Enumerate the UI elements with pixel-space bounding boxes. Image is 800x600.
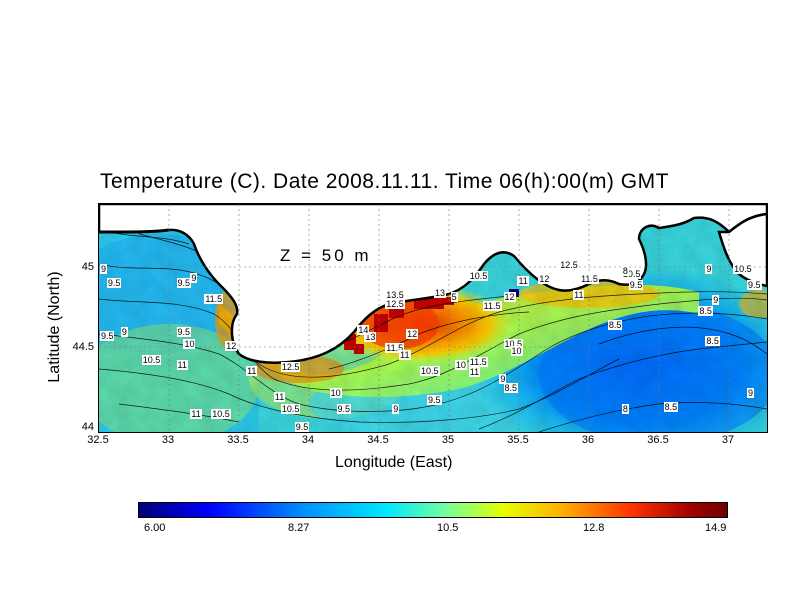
contour-label: 13 [364,332,377,343]
contour-label: 11 [246,365,258,376]
x-tick-label: 36.5 [647,434,669,446]
contour-label: 11.5 [385,342,405,353]
x-axis-label: Longitude (East) [335,454,453,471]
contour-label: 9.5 [628,279,644,290]
contour-label: 11.5 [482,300,502,311]
x-tick-label: 35.5 [507,434,529,446]
contour-label: 10 [454,360,467,371]
contour-label: 9 [392,404,400,415]
y-axis-label: Latitude (North) [46,271,63,383]
contour-label: 10.5 [420,365,440,376]
contour-label: 11 [273,391,286,402]
contour-label: 9 [712,295,720,306]
contour-label: 13 [433,288,446,299]
y-tick-label: 44 [81,421,94,433]
contour-label: 9 [190,272,198,283]
temperature-map: 9.5 9.5 9 9.5 9 9.5 11.5 10 12 10.5 11 11 12.5 11 11 10… [98,203,768,433]
contour-label: 5 [450,291,458,302]
contour-label: 10.5 [141,355,162,366]
contour-label: 9.5 [747,279,762,290]
contour-label: 12.5 [280,362,301,373]
colorbar [138,502,728,518]
contour-label: 9 [99,263,107,274]
x-tick-label: 36 [581,434,595,446]
contour-label: 10 [510,346,523,357]
contour-label: 9 [120,327,128,338]
x-tick-label: 35 [441,434,455,446]
contour-label: 12 [406,328,419,339]
contour-label: 10 [183,339,196,350]
contour-label: 10.5 [503,339,524,350]
contour-label: 8 [621,265,629,276]
colorbar-label: 8.27 [288,522,310,534]
contour-label: 14 [357,325,370,336]
contour-label: 8.5 [698,305,713,316]
contour-label: 10.5 [733,263,753,274]
contour-label: 11 [399,349,411,360]
contour-label: 10 [329,388,342,399]
contour-label: 11 [190,409,202,420]
contour-label: 9.5 [336,404,352,415]
contour-label: 12 [538,274,551,285]
contour-label: 9.5 [176,327,192,338]
contour-label: 9.5 [427,395,442,406]
x-tick-label: 37 [721,434,735,446]
contour-label: 10.5 [621,269,642,280]
depth-label: Z = 50 m [280,246,372,265]
x-tick-label: 34 [301,434,315,446]
contour-label: 9.5 [294,421,310,432]
contour-label: 11 [517,276,529,287]
y-tick-label: 44.5 [72,341,94,353]
colorbar-label: 10.5 [437,522,459,534]
x-tick-label: 32.5 [87,434,109,446]
contour-label: 8.5 [503,383,519,394]
colorbar-label: 14.9 [705,522,727,534]
contour-label: 12 [225,341,238,352]
map-title: Temperature (C). Date 2008.11.11. Time 0… [100,170,669,193]
contour-label: 11 [573,290,585,301]
contour-label: 9.5 [106,277,122,288]
contour-label: 11.5 [580,274,599,285]
contour-label: 9.5 [99,330,115,341]
contour-label: 10.5 [280,404,301,415]
y-tick-label: 45 [81,261,94,273]
x-tick-label: 34.5 [367,434,389,446]
contour-label: 9.5 [176,277,192,288]
x-tick-label: 33 [161,434,175,446]
contour-label: 11 [176,360,188,371]
contour-label: 9 [747,388,755,399]
colorbar-label: 12.8 [583,522,605,534]
contour-label: 12.5 [559,260,579,271]
land-mask [99,204,767,364]
contour-label: 10.5 [211,409,231,420]
colorbar-label: 6.00 [144,522,166,534]
gridlines [99,204,767,432]
x-tick-label: 33.5 [227,434,249,446]
contour-label: 11 [468,367,481,378]
contour-label: 9 [499,374,507,385]
contour-label: 11.5 [468,356,488,367]
contour-label: 9 [705,263,713,274]
contour-label: 8.5 [607,320,623,330]
contour-label: 13.5 [385,290,405,301]
contour-label: 11.5 [204,293,224,304]
contour-label: 8.5 [663,402,679,413]
contour-label: 8 [621,404,629,415]
contour-label: 10.5 [468,270,489,281]
contour-label: 8.5 [705,335,720,346]
contour-label: 12.5 [385,298,405,309]
contour-label: 12 [503,291,516,302]
